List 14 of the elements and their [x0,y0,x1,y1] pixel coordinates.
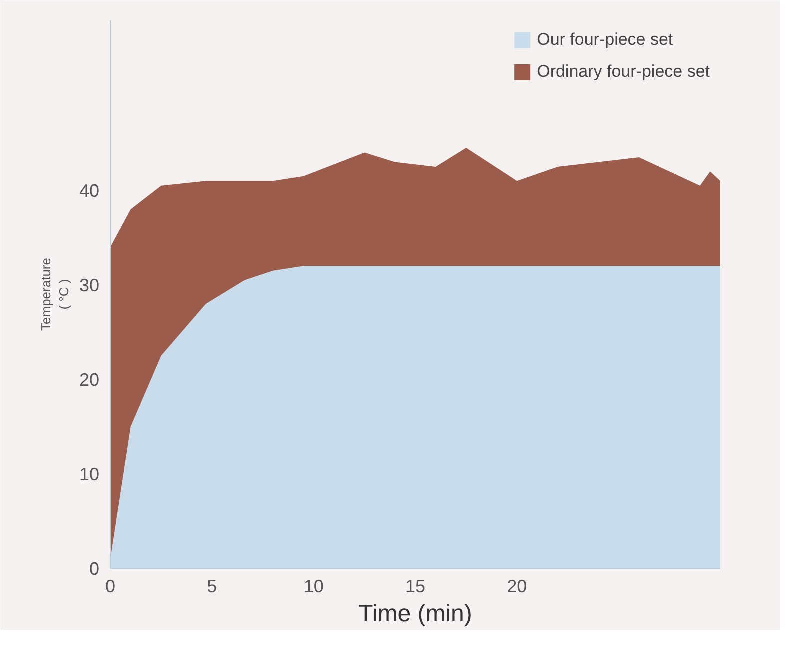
y-tick-label: 40 [79,181,100,202]
x-tick-label: 10 [304,576,324,596]
x-tick-label: 5 [207,576,218,596]
x-tick-label: 0 [105,576,116,596]
x-tick-label: 20 [507,576,528,596]
y-axis-title: Temperature ( °C ) [38,258,72,331]
y-tick-label: 10 [79,464,100,485]
y-tick-label: 30 [79,276,100,296]
legend-label: Ordinary four-piece set [537,62,710,82]
x-tick-label: 15 [405,576,426,596]
y-tick-label: 0 [89,559,100,579]
x-axis-title: Time (min) [358,600,472,628]
legend-label: Our four-piece set [537,30,674,50]
y-tick-label: 20 [79,370,100,390]
